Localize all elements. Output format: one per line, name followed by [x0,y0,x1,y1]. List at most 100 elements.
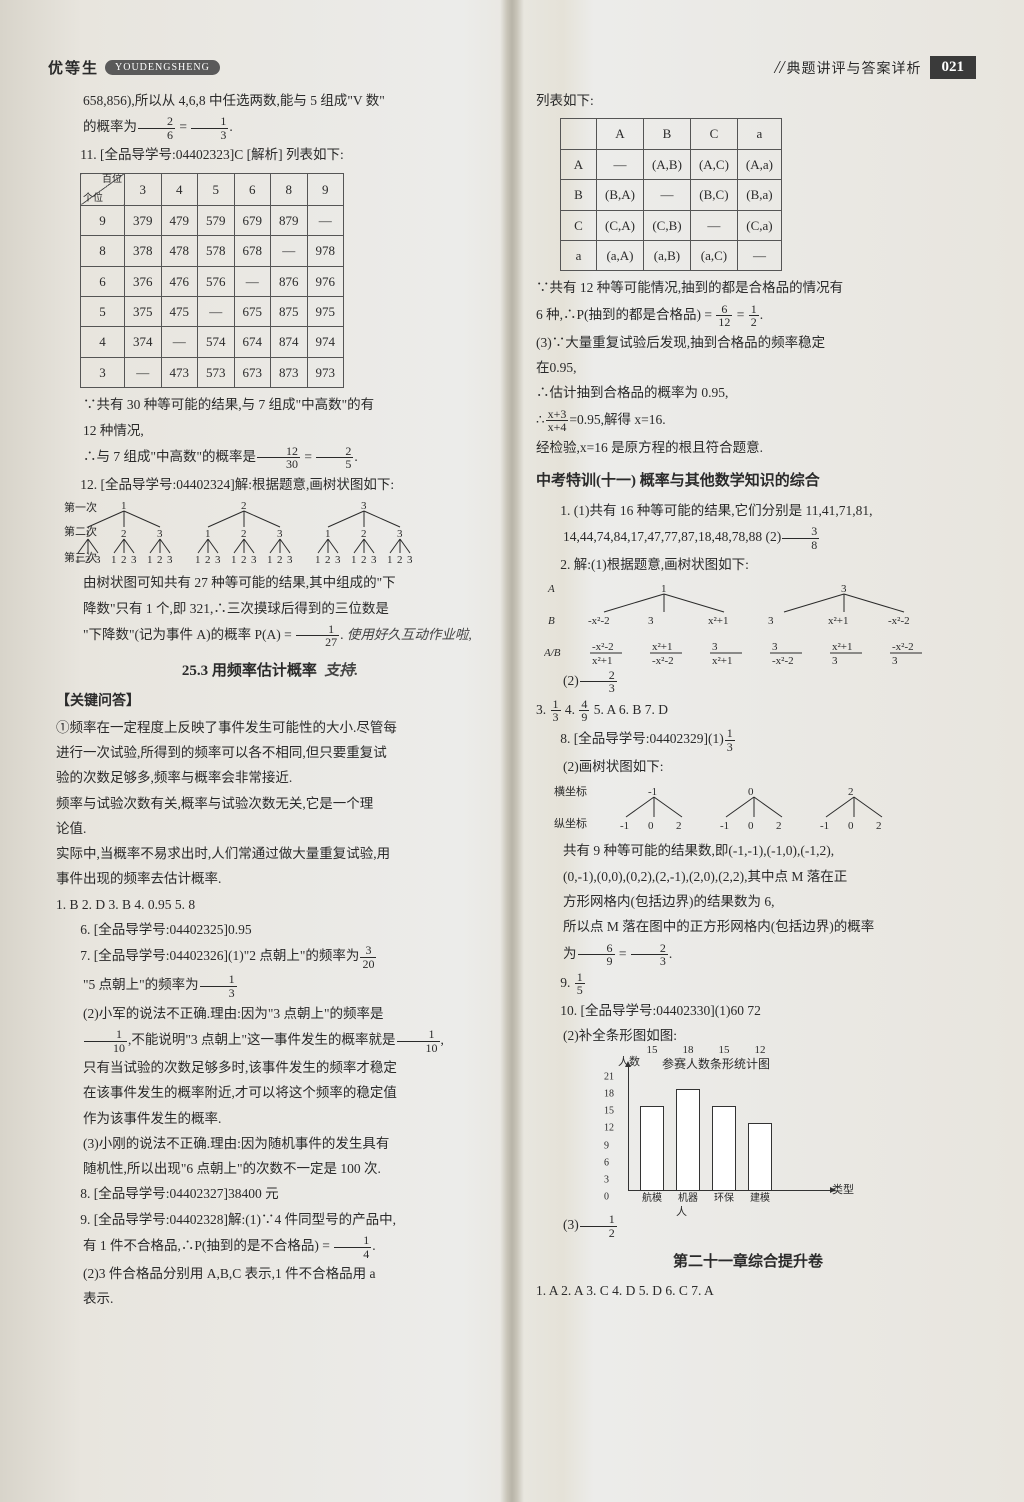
svg-text:2: 2 [848,786,854,798]
svg-text:2: 2 [676,820,682,832]
text: (2)画树状图如下: [536,756,960,778]
svg-text:2: 2 [277,554,283,566]
item-11: 11. [全品导学号:04402323]C [解析] 列表如下: [80,144,484,166]
text: ∴x+3x+4=0.95,解得 x=16. [536,408,960,434]
svg-text:0: 0 [848,820,854,832]
slash-icon: // [774,57,784,78]
svg-text:1: 1 [147,554,153,566]
svg-text:3: 3 [768,615,774,627]
svg-text:1: 1 [75,554,81,566]
svg-text:3: 3 [371,554,377,566]
text: 随机性,所以出现"6 点朝上"的次数不一定是 100 次. [56,1158,484,1180]
text: 658,856),所以从 4,6,8 中任选两数,能与 5 组成"V 数" [56,90,484,112]
brand-zh: 优等生 [48,57,99,78]
text: 验的次数足够多,频率与概率会非常接近. [56,767,484,789]
svg-text:1: 1 [325,528,331,540]
text: 降数"只有 1 个,即 321,∴三次摸球后得到的三位数是 [56,598,484,620]
text: (3)小刚的说法不正确.理由:因为随机事件的发生具有 [56,1133,484,1155]
svg-text:3: 3 [832,655,838,666]
svg-text:1: 1 [315,554,321,566]
svg-text:-1: -1 [820,820,829,832]
svg-text:3: 3 [892,655,898,666]
svg-text:3: 3 [287,554,293,566]
svg-text:2: 2 [241,554,247,566]
tree-diagram-12: 第一次 第二次 第三次 1112321233123211232123312331… [64,499,484,569]
svg-text:横坐标: 横坐标 [554,784,587,798]
text: 频率与试验次数有关,概率与试验次数无关,它是一个理 [56,793,484,815]
svg-text:第二次: 第二次 [64,524,97,538]
svg-text:2: 2 [241,528,247,540]
text: 由树状图可知共有 27 种等可能的结果,其中组成的"下 [56,572,484,594]
y-axis [628,1065,629,1191]
text: 列表如下: [536,90,960,112]
svg-text:3: 3 [157,528,163,540]
text: 表示. [56,1288,484,1310]
svg-text:A/B: A/B [544,647,561,659]
svg-text:纵坐标: 纵坐标 [554,816,587,830]
svg-text:1: 1 [121,500,127,512]
bar-chart: 参赛人数条形统计图 人数 03691215182115航模18机器15环保12建… [596,1055,836,1205]
svg-text:0: 0 [648,820,654,832]
text: 论值. [56,818,484,840]
item-9: 9. [全品导学号:04402328]解:(1)∵4 件同型号的产品中, [80,1209,484,1231]
svg-text:A: A [547,583,555,595]
svg-text:-x²-2: -x²-2 [772,655,794,666]
item-8: 8. [全品导学号:04402327]38400 元 [80,1183,484,1205]
svg-text:-1: -1 [620,820,629,832]
text: 12 种情况, [56,420,484,442]
left-column: 658,856),所以从 4,6,8 中任选两数,能与 5 组成"V 数" 的概… [56,87,508,1314]
svg-text:1: 1 [387,554,393,566]
svg-text:第三次: 第三次 [64,550,97,564]
svg-text:x²+1: x²+1 [592,655,613,666]
svg-text:x²+1: x²+1 [652,641,673,653]
text: 14,44,74,84,17,47,77,87,18,48,78,88 (2)3… [536,525,960,551]
svg-text:2: 2 [361,528,367,540]
text: (2)23 [536,669,960,695]
svg-text:1: 1 [111,554,117,566]
tree-diagram-8: 横坐标 纵坐标 -1-1020-1022-102 [544,781,944,837]
svg-text:-x²-2: -x²-2 [592,641,614,653]
text: "下降数"(记为事件 A)的概率 P(A) = 127. 使用好久互动作业啦, [56,623,484,649]
text: 所以点 M 落在图中的正方形网格内(包括边界)的概率 [536,916,960,938]
svg-text:3: 3 [841,583,847,595]
text: (0,-1),(0,0),(0,2),(2,-1),(2,0),(2,2),其中… [536,866,960,888]
answer-line: 1. A 2. A 3. C 4. D 5. D 6. C 7. A [536,1280,960,1302]
x-axis-sublabel: 人 [676,1203,687,1221]
section-title: 典题讲评与答案详析 [787,58,922,78]
svg-text:1: 1 [205,528,211,540]
svg-text:3: 3 [712,641,718,653]
svg-text:-x²-2: -x²-2 [652,655,674,666]
svg-text:3: 3 [361,500,367,512]
svg-text:3: 3 [772,641,778,653]
svg-text:2: 2 [361,554,367,566]
svg-text:3: 3 [407,554,413,566]
svg-text:1: 1 [85,528,91,540]
item-10: 10. [全品导学号:04402330](1)60 72 [560,1000,960,1022]
item-2: 2. 解:(1)根据题意,画树状图如下: [560,554,960,576]
svg-text:2: 2 [121,528,127,540]
text: 共有 9 种等可能的结果数,即(-1,-1),(-1,0),(-1,2), [536,840,960,862]
svg-text:x²+1: x²+1 [712,655,733,666]
text: (2)小军的说法不正确.理由:因为"3 点朝上"的频率是 [56,1003,484,1025]
svg-text:-x²-2: -x²-2 [888,615,910,627]
tree-diagram-2: A B A/B 1-x²-23x²+133x²+1-x²-2-x²-2x²+1x… [544,580,964,666]
svg-text:1: 1 [661,583,667,595]
svg-text:0: 0 [748,786,754,798]
text: 方形网格内(包括边界)的结果数为 6, [536,891,960,913]
table-2: ABCa A—(A,B)(A,C)(A,a) B(B,A)—(B,C)(B,a)… [560,118,782,271]
svg-text:3: 3 [131,554,137,566]
svg-text:-1: -1 [648,786,657,798]
x-axis-label: 类型 [832,1181,854,1199]
zhongkao-title: 中考特训(十一) 概率与其他数学知识的综合 [536,469,960,494]
text: ∵共有 12 种等可能情况,抽到的都是合格品的情况有 [536,277,960,299]
svg-text:3: 3 [648,615,654,627]
svg-text:-1: -1 [720,820,729,832]
svg-text:2: 2 [121,554,127,566]
svg-text:2: 2 [325,554,331,566]
table-1: 百位个位 345689 9379479579679879— 8378478578… [80,173,344,389]
svg-text:第一次: 第一次 [64,500,97,514]
text: 在该事件发生的概率附近,才可以将这个频率的稳定值 [56,1082,484,1104]
item-7: 7. [全品导学号:04402326](1)"2 点朝上"的频率为320 [80,944,484,970]
text: 为69 = 23. [536,942,960,968]
svg-text:2: 2 [397,554,403,566]
